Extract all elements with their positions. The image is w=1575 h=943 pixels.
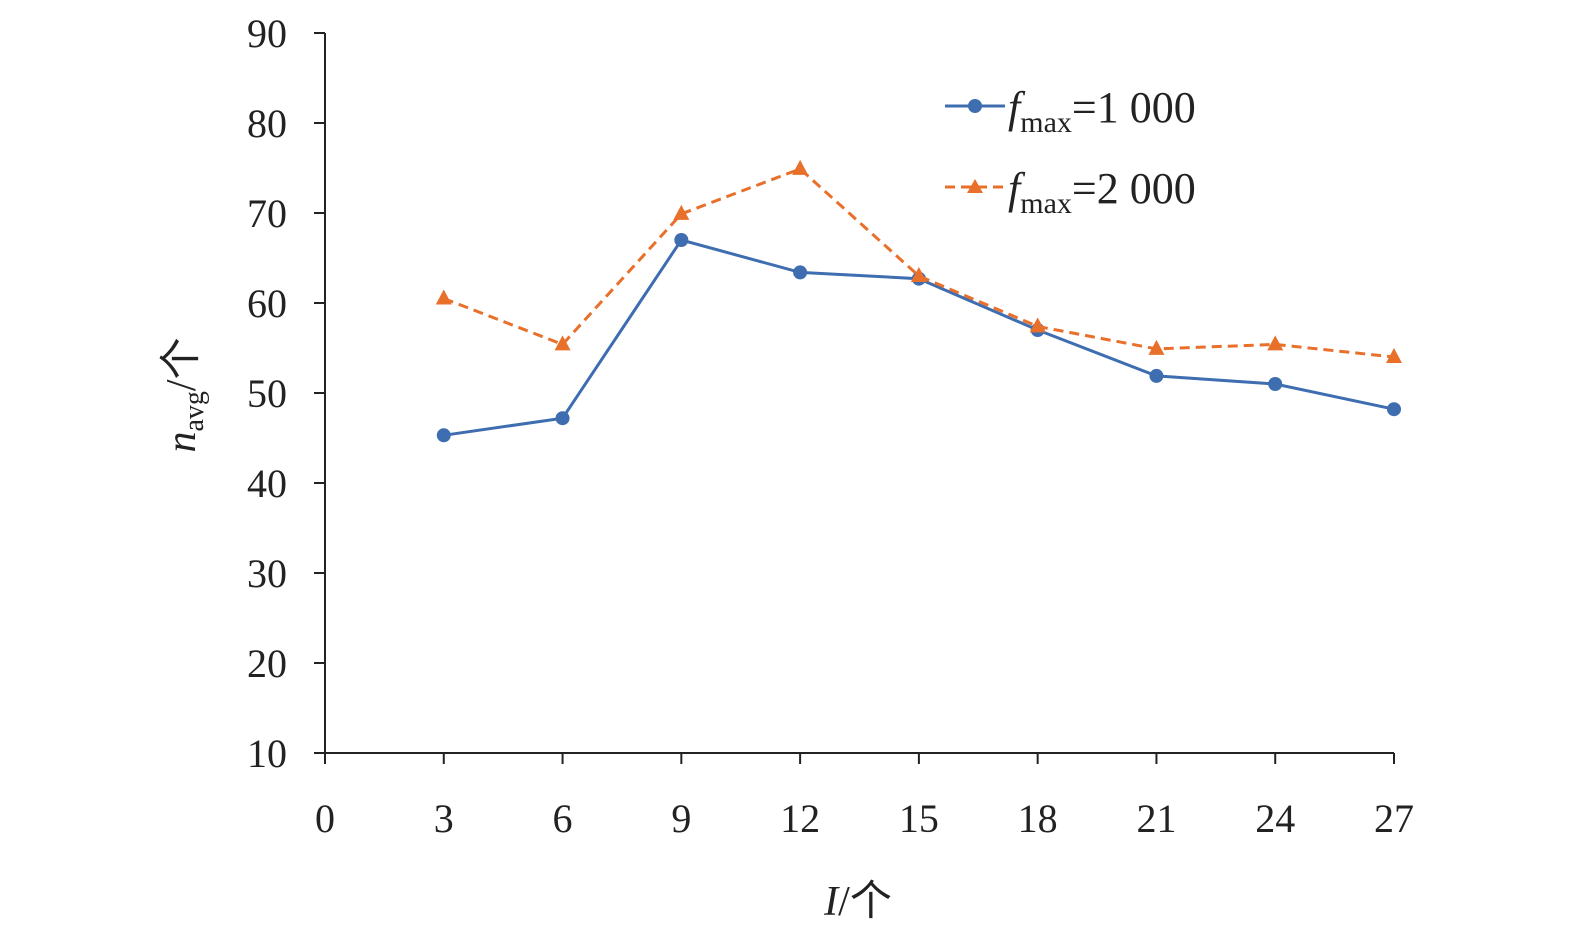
- legend-entry-series-1: fmax=1 000: [945, 83, 1196, 139]
- x-tick-label: 12: [780, 796, 820, 841]
- data-point-series-2: [673, 204, 690, 220]
- y-axis-title: navg/个: [159, 337, 210, 452]
- data-point-series-1: [1387, 402, 1401, 417]
- data-point-series-2: [1148, 339, 1165, 355]
- y-tick-label: 90: [247, 11, 287, 56]
- x-tick-label: 24: [1255, 796, 1295, 841]
- y-tick-label: 70: [247, 191, 287, 236]
- series-line-2: [443, 167, 1395, 359]
- data-point-series-2: [435, 289, 452, 305]
- x-tick-label: 0: [315, 796, 335, 841]
- x-tick-label: 18: [1018, 796, 1058, 841]
- x-tick-label: 9: [671, 796, 691, 841]
- data-point-series-2: [1029, 317, 1046, 333]
- legend-entry-series-2: fmax=2 000: [945, 164, 1196, 220]
- y-tick-label: 10: [247, 731, 287, 776]
- legend-marker-series-1: [968, 99, 982, 113]
- series-group: [435, 159, 1402, 443]
- legend-label-series-1: fmax=1 000: [1008, 83, 1196, 139]
- data-point-series-1: [555, 411, 570, 426]
- y-tick-label: 40: [247, 461, 287, 506]
- y-tick-label: 50: [247, 371, 287, 416]
- y-tick-label: 60: [247, 281, 287, 326]
- x-tick-label: 27: [1374, 796, 1414, 841]
- data-point-series-1: [1149, 368, 1164, 383]
- data-point-series-2: [1386, 348, 1402, 363]
- legend-label-series-2: fmax=2 000: [1008, 164, 1196, 220]
- x-tick-label: 6: [553, 796, 573, 841]
- legend: fmax=1 000 fmax=2 000: [945, 83, 1196, 220]
- data-point-series-2: [792, 159, 809, 175]
- data-point-series-2: [1267, 335, 1284, 351]
- data-point-series-2: [910, 267, 927, 282]
- y-tick-label: 20: [247, 641, 287, 686]
- data-point-series-1: [674, 233, 689, 247]
- y-tick-label: 80: [247, 101, 287, 146]
- legend-marker-series-2: [967, 179, 983, 193]
- data-point-series-2: [554, 335, 571, 351]
- x-tick-label: 21: [1136, 796, 1176, 841]
- x-axis-title: I/个: [823, 879, 892, 925]
- axes: 10 20 30 40 50 60 70 80 90 0 3 6 9 12 15 18 21 24 27: [247, 11, 1414, 841]
- y-tick-label: 30: [247, 551, 287, 596]
- x-tick-label: 15: [899, 796, 939, 841]
- data-point-series-1: [1268, 377, 1283, 391]
- data-point-series-1: [793, 265, 808, 280]
- x-tick-label: 3: [434, 796, 454, 841]
- data-point-series-1: [436, 428, 451, 443]
